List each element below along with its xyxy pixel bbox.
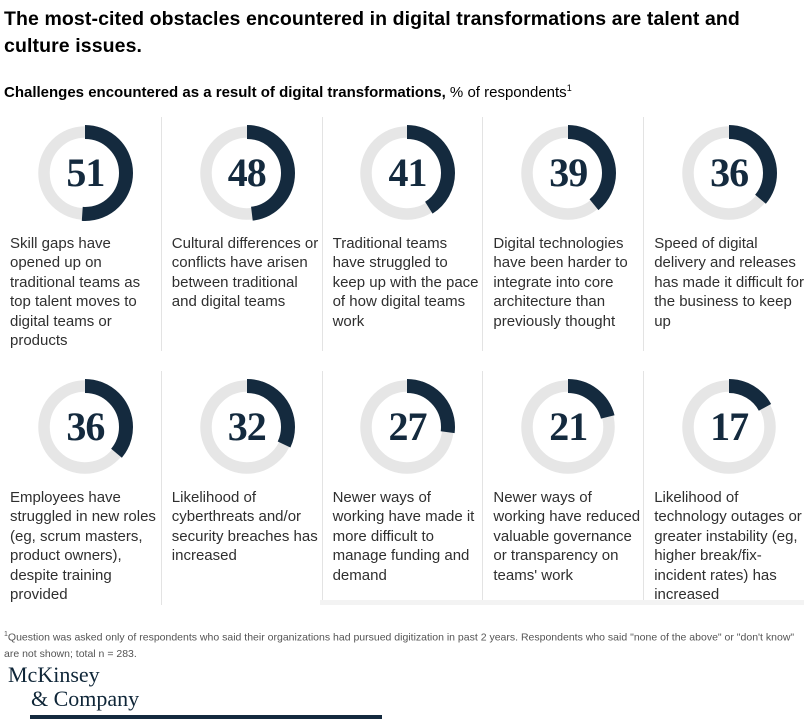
donut-label: Newer ways of working have made it more …	[332, 488, 475, 584]
donut-rings-icon	[359, 124, 456, 221]
donut-label: Newer ways of working have reduced valua…	[493, 488, 641, 584]
donut-rings-icon	[359, 378, 456, 475]
donut-value: 48	[227, 150, 267, 196]
donut-value: 41	[388, 150, 427, 196]
donut-rings-icon	[37, 378, 134, 475]
donut-chart: 27	[359, 378, 456, 475]
donut-chart: 51	[37, 124, 134, 221]
donut-rings-icon	[198, 378, 295, 475]
donut-card: 36 Speed of digital delivery and release…	[643, 116, 804, 351]
chart-subtitle-rest: % of respondents	[445, 83, 567, 101]
donut-label: Likelihood of cyberthreats and/or securi…	[171, 488, 318, 565]
donut-rings-icon	[37, 124, 134, 221]
donut-chart: 41	[359, 124, 456, 221]
donut-value: 36	[710, 150, 749, 196]
logo-line-1: McKinsey	[8, 662, 100, 687]
donut-chart: 39	[520, 124, 617, 221]
footnote-text: Question was asked only of respondents w…	[4, 631, 795, 661]
donut-label: Likelihood of technology outages or grea…	[654, 488, 802, 604]
donut-row-2: 36 Employees have struggled in new roles…	[0, 370, 804, 605]
donut-value: 51	[66, 150, 105, 196]
donut-card: 32 Likelihood of cyberthreats and/or sec…	[160, 370, 322, 605]
donut-card: 17 Likelihood of technology outages or g…	[643, 370, 804, 605]
donut-card: 39 Digital technologies have been harder…	[482, 116, 643, 351]
donut-label: Employees have struggled in new roles (e…	[10, 488, 156, 604]
subtitle-footnote-marker: 1	[566, 82, 572, 93]
donut-rings-icon	[198, 124, 295, 221]
footnote: 1Question was asked only of respondents …	[4, 629, 800, 663]
donut-rings-icon	[681, 124, 778, 221]
donut-card: 51 Skill gaps have opened up on traditio…	[0, 117, 161, 351]
mckinsey-logo: McKinsey & Company	[8, 663, 139, 711]
donut-value: 17	[710, 404, 749, 450]
faint-divider	[320, 600, 804, 605]
donut-chart: 17	[681, 378, 778, 475]
donut-label: Cultural differences or conflicts have a…	[171, 234, 319, 311]
donut-label: Digital technologies have been harder to…	[493, 234, 628, 330]
donut-chart: 48	[198, 124, 295, 221]
donut-label: Skill gaps have opened up on traditional…	[10, 234, 141, 350]
donut-card: 21 Newer ways of working have reduced va…	[482, 370, 643, 605]
donut-label: Speed of digital delivery and releases h…	[654, 234, 804, 330]
donut-card: 36 Employees have struggled in new roles…	[0, 371, 161, 605]
donut-card: 27 Newer ways of working have made it mo…	[321, 370, 483, 605]
bottom-accent-bar	[30, 715, 382, 719]
donut-rings-icon	[681, 378, 778, 475]
donut-value: 36	[66, 404, 105, 450]
donut-chart: 36	[681, 124, 778, 221]
donut-value: 32	[227, 404, 267, 450]
logo-line-2: & Company	[31, 686, 140, 711]
donut-rings-icon	[520, 124, 617, 221]
donut-value: 21	[549, 404, 588, 450]
donut-row-1: 51 Skill gaps have opened up on traditio…	[0, 116, 804, 351]
donut-value: 39	[549, 150, 588, 196]
donut-chart: 21	[520, 378, 617, 475]
donut-card: 41 Traditional teams have struggled to k…	[321, 116, 483, 351]
donut-chart: 32	[198, 378, 295, 475]
donut-rings-icon	[520, 378, 617, 475]
footnote-marker: 1	[4, 630, 8, 638]
page-title: The most-cited obstacles encountered in …	[4, 8, 740, 57]
chart-subtitle: Challenges encountered as a result of di…	[4, 83, 804, 101]
donut-chart: 36	[37, 378, 134, 475]
donut-card: 48 Cultural differences or conflicts hav…	[160, 116, 322, 351]
donut-value: 27	[388, 404, 427, 450]
donut-label: Traditional teams have struggled to keep…	[332, 234, 479, 330]
donut-grid: 51 Skill gaps have opened up on traditio…	[0, 116, 804, 605]
chart-subtitle-bold: Challenges encountered as a result of di…	[4, 83, 446, 101]
